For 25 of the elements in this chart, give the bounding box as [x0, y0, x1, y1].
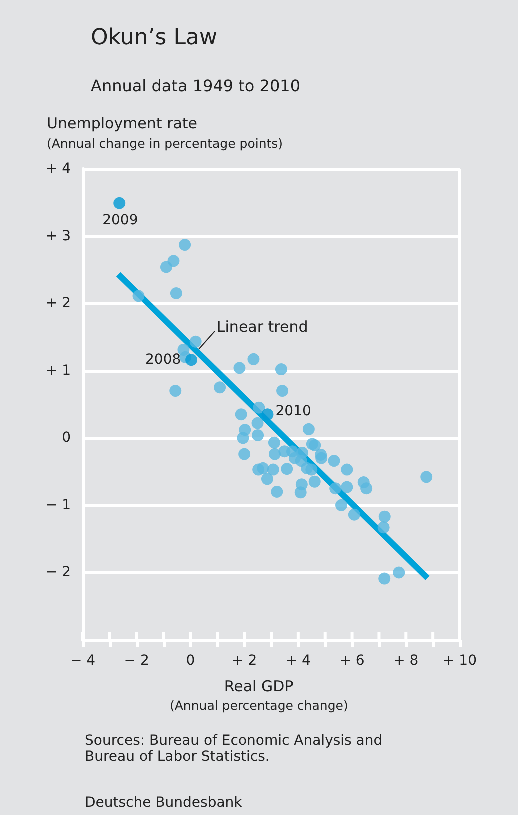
- y-tick-label: + 3: [46, 228, 71, 244]
- x-tick-label: + 8: [394, 653, 419, 669]
- x-tick-label: + 2: [232, 653, 258, 669]
- source-note: Sources: Bureau of Economic Analysis and Bureau of Labor Statistics.: [85, 733, 388, 765]
- x-axis-title: Real GDP (Annual percentage change): [170, 678, 348, 713]
- chart-subtitle: Annual data 1949 to 2010: [91, 76, 300, 96]
- y-tick-label: 0: [62, 430, 71, 446]
- y-axis-title: Unemployment rate (Annual change in percentage points): [47, 114, 284, 151]
- chart-title: Okun’s Law: [91, 26, 218, 50]
- x-tick-label: + 4: [286, 653, 312, 669]
- x-tick-label: + 6: [340, 653, 365, 669]
- annotation: 2008: [146, 352, 182, 368]
- annotation: 2009: [102, 212, 138, 228]
- y-tick-label: + 1: [46, 362, 71, 379]
- y-tick-label: + 2: [46, 296, 71, 312]
- x-tick-label: + 10: [443, 653, 477, 669]
- series-label: Linear trend: [216, 318, 308, 336]
- y-tick-label: + 4: [46, 161, 72, 177]
- y-tick-label: − 1: [46, 497, 71, 514]
- x-tick-label: − 2: [124, 653, 150, 669]
- annotation: 2010: [276, 404, 312, 420]
- text: Deutsche Bundesbank: [85, 795, 244, 811]
- y-tick-label: − 2: [46, 564, 71, 581]
- x-tick-label: 0: [186, 653, 196, 669]
- x-tick-label: − 4: [70, 653, 96, 669]
